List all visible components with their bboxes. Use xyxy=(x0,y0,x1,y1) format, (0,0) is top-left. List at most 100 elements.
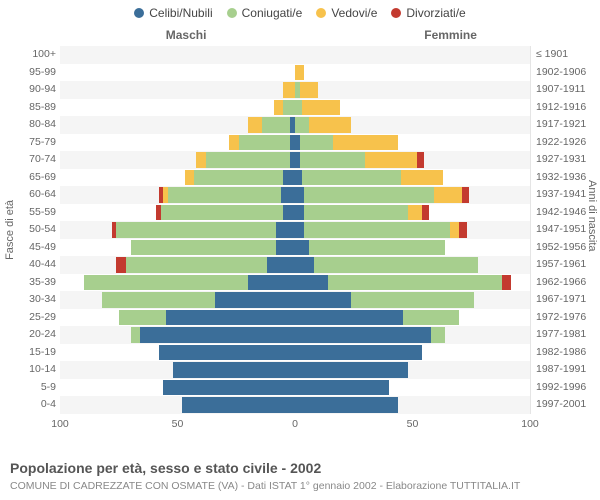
legend-label: Vedovi/e xyxy=(331,6,377,20)
female-bar xyxy=(295,240,445,256)
segment xyxy=(131,240,277,256)
segment xyxy=(295,170,302,186)
age-label: 60-64 xyxy=(12,186,56,204)
segment xyxy=(274,100,283,116)
age-row xyxy=(60,291,530,309)
age-row xyxy=(60,256,530,274)
birth-year-label: 1942-1946 xyxy=(536,204,600,222)
male-bar xyxy=(182,397,295,413)
grid-line xyxy=(530,46,531,414)
segment xyxy=(300,135,333,151)
age-label: 0-4 xyxy=(12,396,56,414)
female-bar xyxy=(295,345,422,361)
legend-label: Coniugati/e xyxy=(242,6,303,20)
male-bar xyxy=(119,310,295,326)
segment xyxy=(283,205,295,221)
birth-year-label: 1947-1951 xyxy=(536,221,600,239)
segment xyxy=(328,275,502,291)
age-label: 25-29 xyxy=(12,309,56,327)
segment xyxy=(131,327,140,343)
header-male: Maschi xyxy=(166,28,207,42)
male-bar xyxy=(163,380,295,396)
x-tick: 100 xyxy=(51,418,69,430)
population-pyramid-chart: Celibi/Nubili Coniugati/e Vedovi/e Divorzia… xyxy=(0,0,600,500)
age-row xyxy=(60,361,530,379)
male-bar xyxy=(159,187,295,203)
age-label: 65-69 xyxy=(12,169,56,187)
birth-year-label: ≤ 1901 xyxy=(536,46,600,64)
male-bar xyxy=(116,257,295,273)
legend-item: Celibi/Nubili xyxy=(134,6,212,20)
segment xyxy=(314,257,479,273)
chart-title: Popolazione per età, sesso e stato civil… xyxy=(10,460,321,476)
male-bar xyxy=(156,205,295,221)
segment xyxy=(304,187,433,203)
male-bar xyxy=(283,82,295,98)
birth-year-label: 1932-1936 xyxy=(536,169,600,187)
female-bar xyxy=(295,310,459,326)
birth-year-label: 1922-1926 xyxy=(536,134,600,152)
birth-year-label: 1902-1906 xyxy=(536,64,600,82)
segment xyxy=(403,310,459,326)
segment xyxy=(295,205,304,221)
segment xyxy=(300,152,366,168)
legend-label: Celibi/Nubili xyxy=(149,6,212,20)
segment xyxy=(276,240,295,256)
female-bar xyxy=(295,275,511,291)
legend-swatch xyxy=(227,8,237,18)
segment xyxy=(295,292,351,308)
segment xyxy=(295,397,398,413)
age-row xyxy=(60,221,530,239)
segment xyxy=(295,310,403,326)
birth-year-label: 1962-1966 xyxy=(536,274,600,292)
segment xyxy=(116,222,276,238)
segment xyxy=(295,100,302,116)
segment xyxy=(462,187,469,203)
male-bar xyxy=(131,240,295,256)
age-label: 100+ xyxy=(12,46,56,64)
female-bar xyxy=(295,100,340,116)
segment xyxy=(281,187,295,203)
age-label: 75-79 xyxy=(12,134,56,152)
segment xyxy=(283,170,295,186)
segment xyxy=(159,345,295,361)
segment xyxy=(262,117,290,133)
age-label: 40-44 xyxy=(12,256,56,274)
segment xyxy=(126,257,267,273)
age-row xyxy=(60,274,530,292)
segment xyxy=(248,275,295,291)
female-bar xyxy=(295,152,424,168)
female-bar xyxy=(295,362,408,378)
segment xyxy=(417,152,424,168)
segment xyxy=(431,327,445,343)
segment xyxy=(422,205,429,221)
age-label: 35-39 xyxy=(12,274,56,292)
birth-year-label: 1907-1911 xyxy=(536,81,600,99)
age-label: 70-74 xyxy=(12,151,56,169)
age-row xyxy=(60,326,530,344)
segment xyxy=(408,205,422,221)
segment xyxy=(302,100,340,116)
age-label: 45-49 xyxy=(12,239,56,257)
segment xyxy=(194,170,283,186)
legend-label: Divorziati/e xyxy=(406,6,465,20)
birth-year-label: 1957-1961 xyxy=(536,256,600,274)
age-row xyxy=(60,46,530,64)
birth-year-label: 1917-1921 xyxy=(536,116,600,134)
age-row xyxy=(60,344,530,362)
segment xyxy=(401,170,443,186)
segment xyxy=(295,362,408,378)
segment xyxy=(295,257,314,273)
legend-swatch xyxy=(316,8,326,18)
chart-subtitle: COMUNE DI CADREZZATE CON OSMATE (VA) - D… xyxy=(10,480,520,492)
female-bar xyxy=(295,117,351,133)
female-bar xyxy=(295,82,318,98)
segment xyxy=(333,135,399,151)
age-row xyxy=(60,99,530,117)
age-label: 5-9 xyxy=(12,379,56,397)
segment xyxy=(168,187,281,203)
male-bar xyxy=(274,100,295,116)
male-bar xyxy=(159,345,295,361)
age-row xyxy=(60,204,530,222)
age-label: 20-24 xyxy=(12,326,56,344)
